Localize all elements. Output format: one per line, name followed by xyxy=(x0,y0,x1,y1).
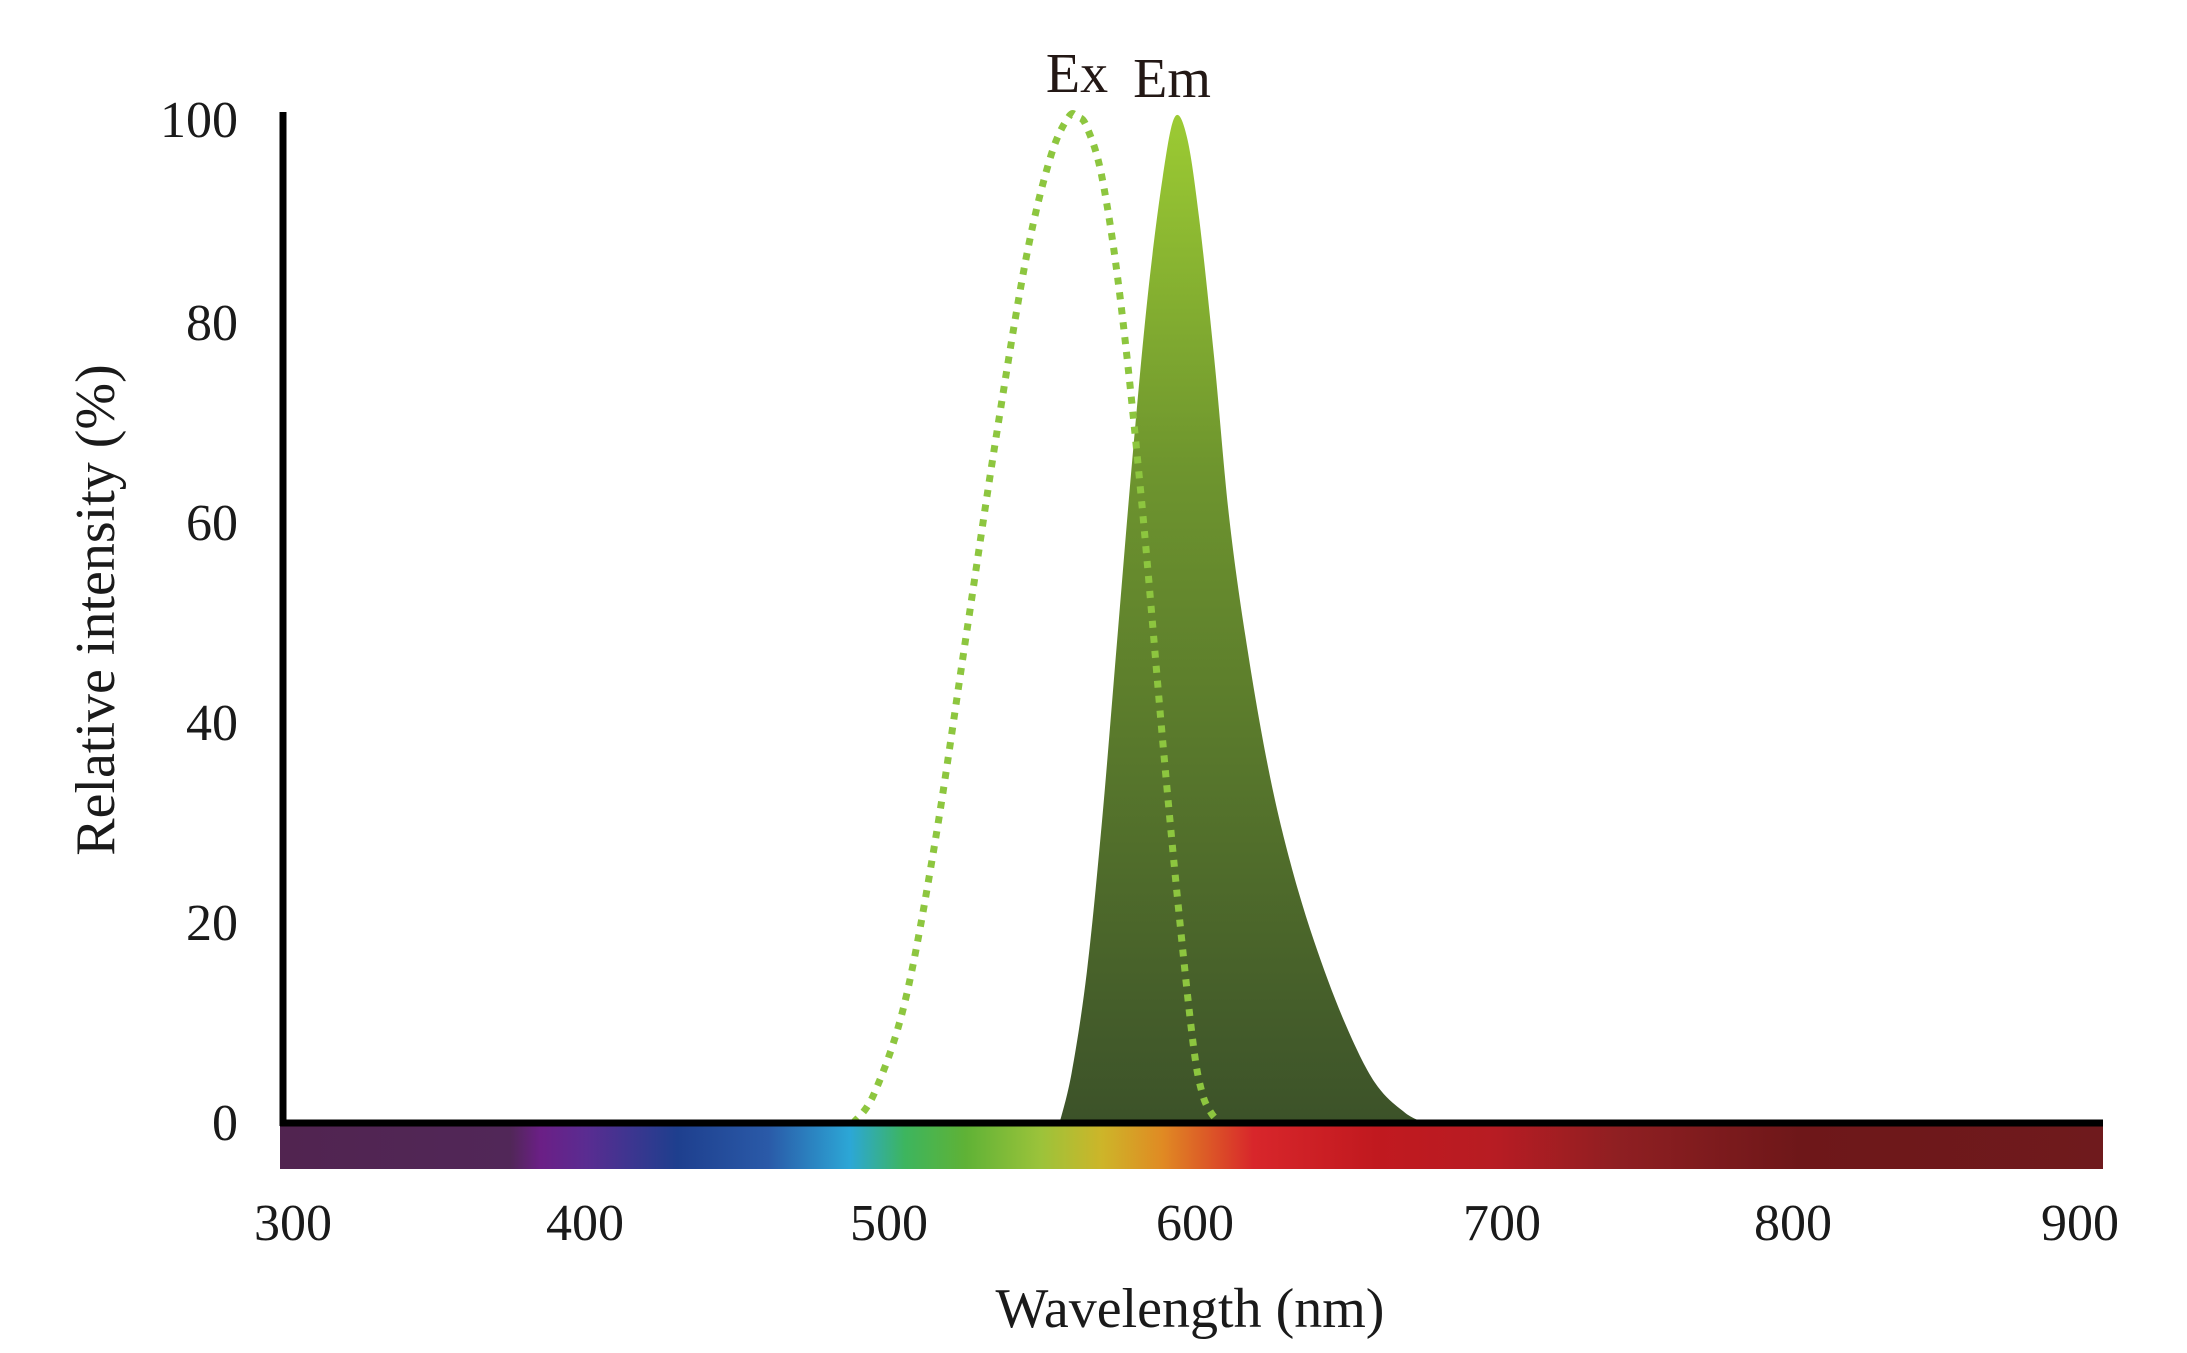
x-tick-label: 300 xyxy=(254,1195,332,1252)
spectrum-bar xyxy=(280,1123,2103,1169)
x-tick-label: 800 xyxy=(1754,1195,1832,1252)
x-tick-label: 700 xyxy=(1463,1195,1541,1252)
x-tick-label: 400 xyxy=(546,1195,624,1252)
ex-line xyxy=(850,110,1223,1126)
y-tick-label: 0 xyxy=(212,1095,238,1152)
em-area xyxy=(1059,114,1427,1123)
y-axis-title: Relative intensity (%) xyxy=(65,364,127,855)
x-axis-title: Wavelength (nm) xyxy=(996,1278,1385,1340)
y-tick-label: 100 xyxy=(160,92,238,149)
x-tick-labels: 300 400 500 600 700 800 900 xyxy=(254,1195,2119,1252)
em-series-label: Em xyxy=(1133,48,1211,110)
y-tick-label: 40 xyxy=(186,695,238,752)
y-tick-labels: 0 20 40 60 80 100 xyxy=(160,92,238,1152)
y-tick-label: 60 xyxy=(186,495,238,552)
y-tick-label: 80 xyxy=(186,295,238,352)
y-tick-label: 20 xyxy=(186,895,238,952)
x-tick-label: 500 xyxy=(850,1195,928,1252)
ex-series-label: Ex xyxy=(1046,43,1108,105)
x-tick-label: 900 xyxy=(2041,1195,2119,1252)
x-tick-label: 600 xyxy=(1156,1195,1234,1252)
